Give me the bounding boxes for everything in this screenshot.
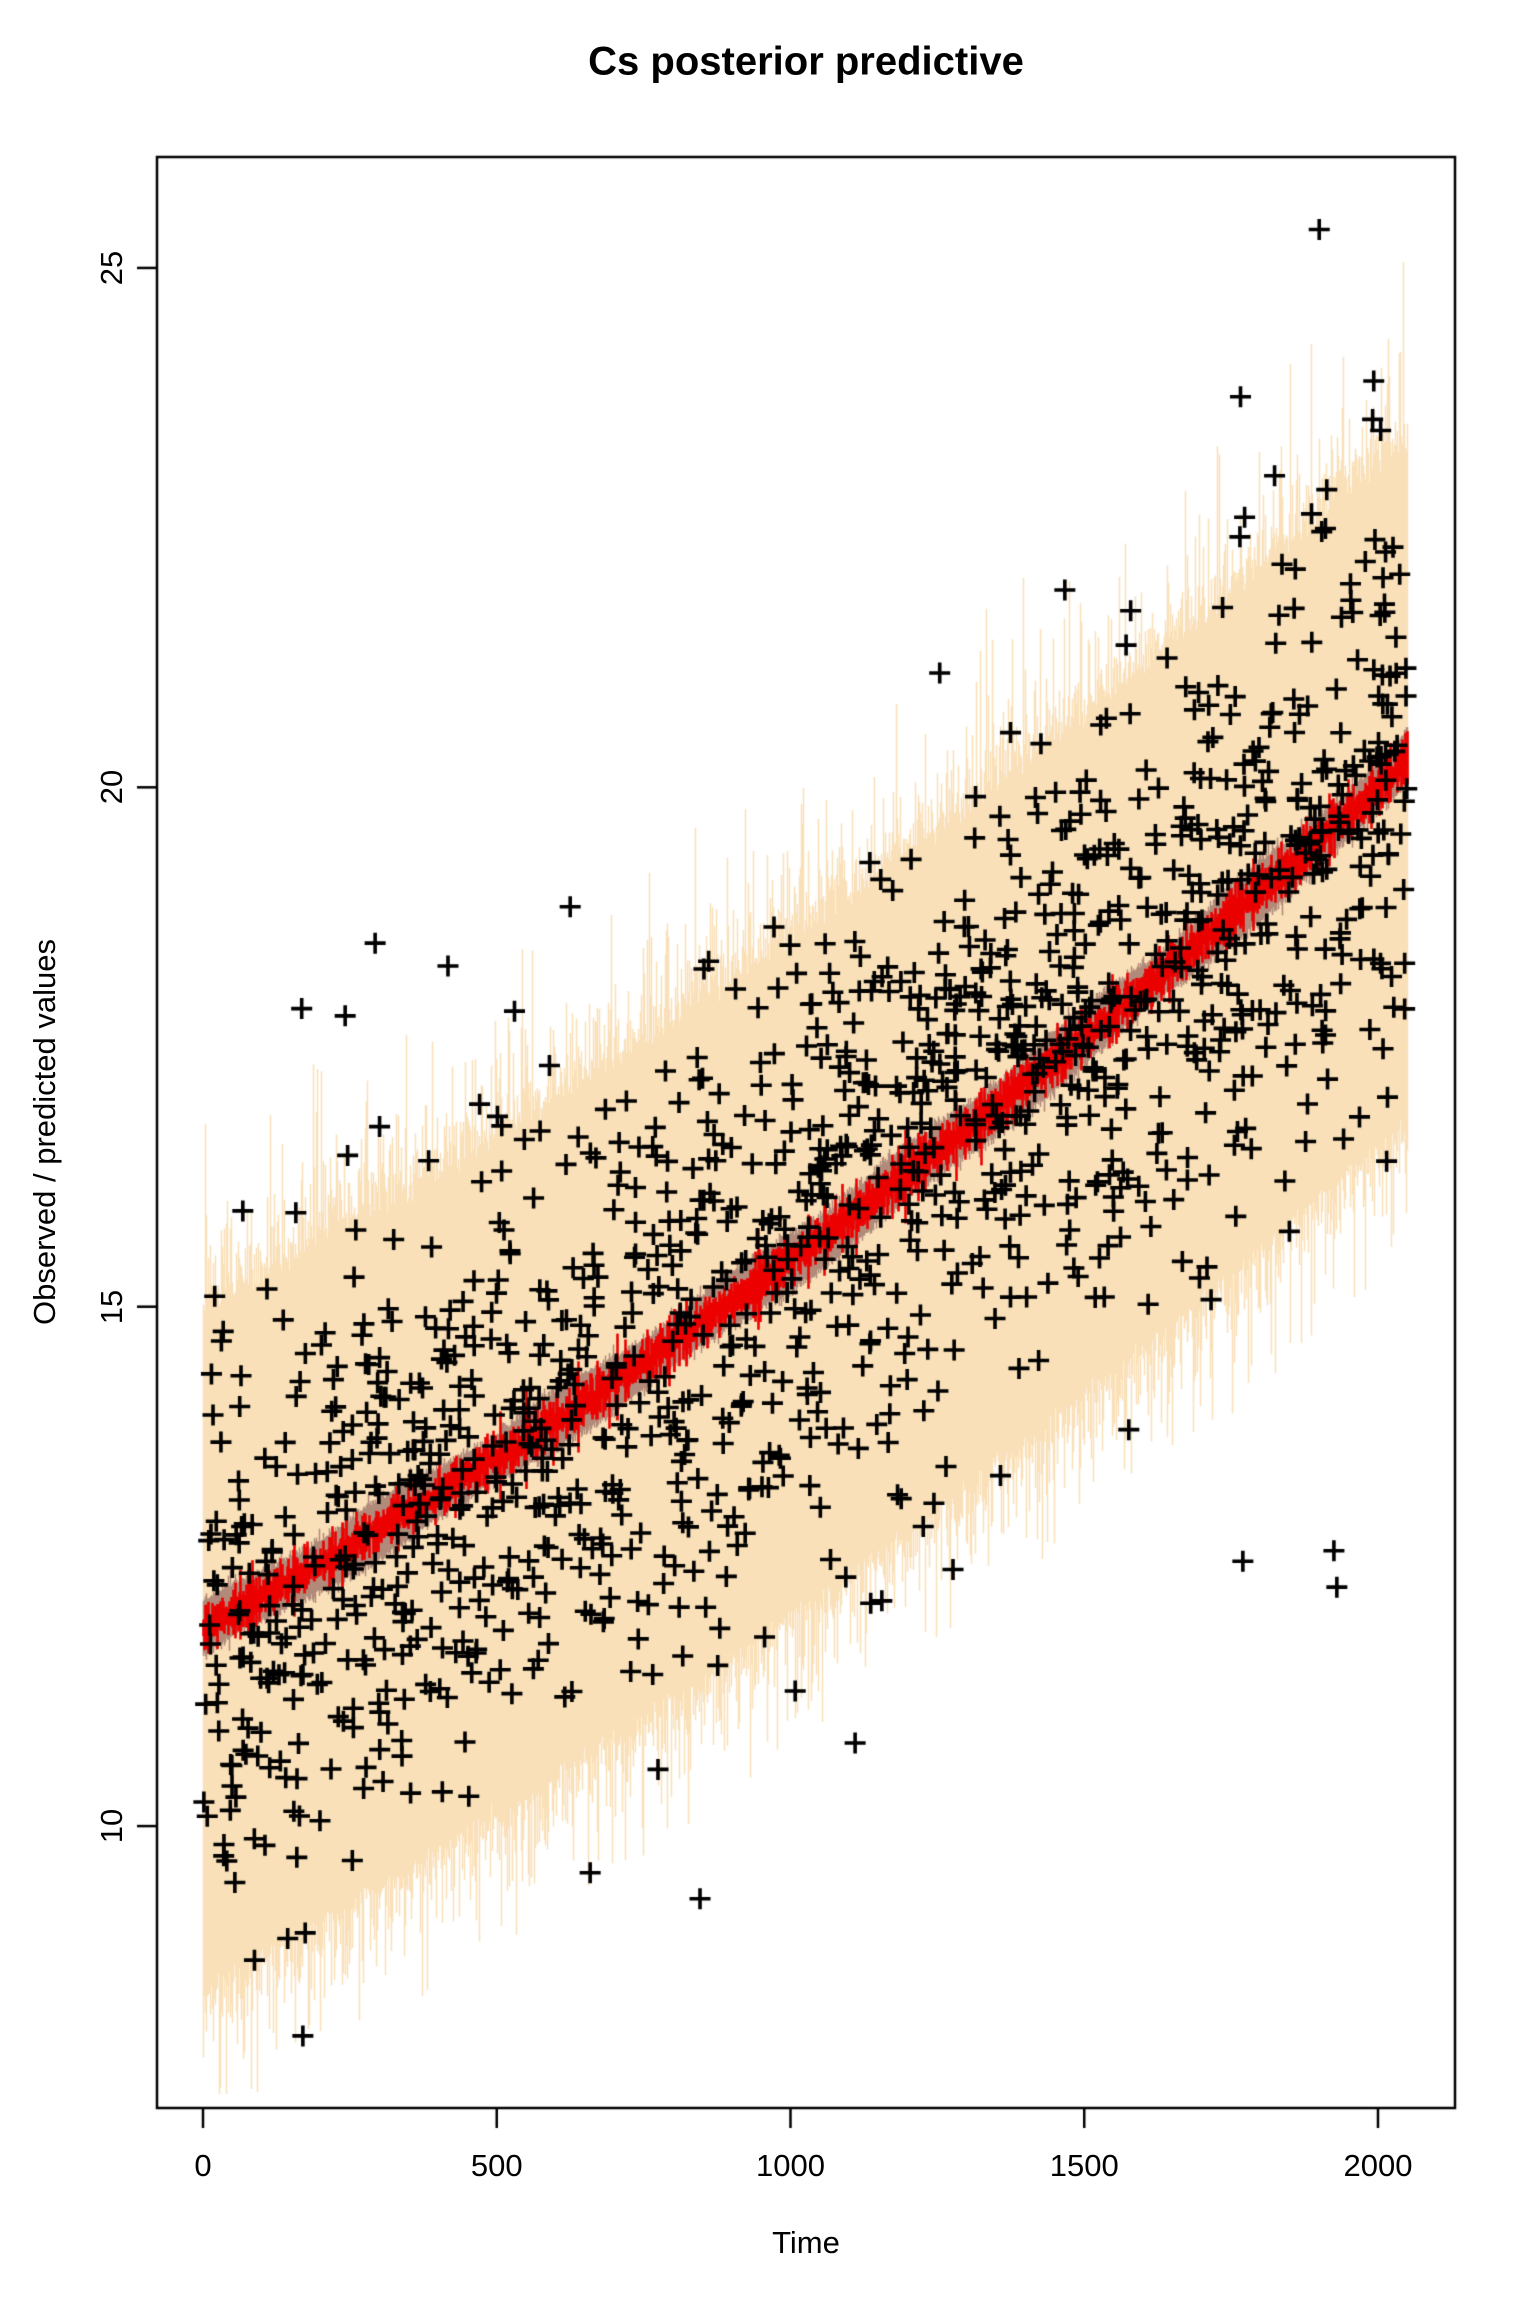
x-tick-label: 0 xyxy=(194,2148,212,2183)
x-tick-label: 1500 xyxy=(1049,2148,1119,2183)
chart-title: Cs posterior predictive xyxy=(588,39,1024,84)
y-axis-label: Observed / predicted values xyxy=(27,939,62,1325)
x-tick-label: 500 xyxy=(470,2148,523,2183)
y-tick-label: 10 xyxy=(94,1808,129,1844)
x-tick-label: 1000 xyxy=(756,2148,825,2183)
x-tick-label: 2000 xyxy=(1343,2148,1413,2183)
y-tick-label: 15 xyxy=(94,1289,129,1324)
x-axis-label: Time xyxy=(772,2225,840,2260)
y-tick-label: 25 xyxy=(94,250,129,286)
y-tick-label: 20 xyxy=(94,770,129,805)
